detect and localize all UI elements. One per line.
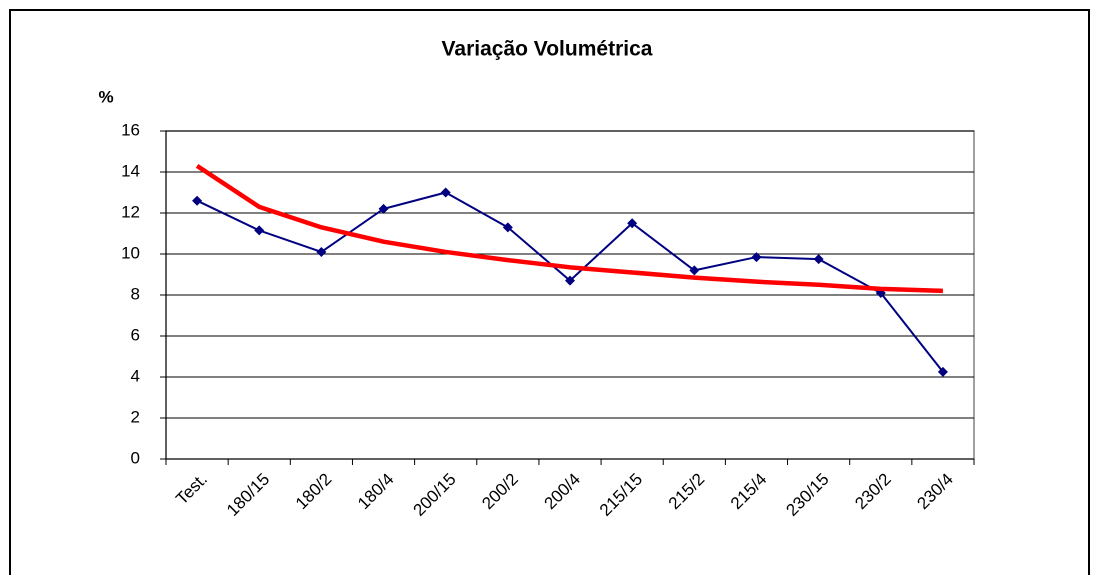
y-tick-label: 14 [121,161,140,180]
marker [813,254,824,265]
marker [502,222,513,233]
marker [689,265,700,276]
marker [440,187,451,198]
y-tick-label: 4 [131,366,140,385]
marker [565,275,575,286]
y-tick-label: 16 [121,120,140,139]
marker [937,366,948,377]
y-tick-label: 2 [131,407,140,426]
marker [751,252,762,263]
y-tick-label: 8 [131,284,140,303]
y-axis-label: % [98,87,113,106]
trend-line [195,163,943,294]
marker [192,195,203,206]
marker [627,218,638,229]
chart-title: Variação Volumétrica [442,38,653,61]
y-tick-label: 6 [131,325,140,344]
marker [378,203,389,214]
y-tick-label: 0 [131,448,140,467]
marker [316,246,327,257]
y-tick-label: 10 [121,243,140,262]
y-tick-label: 12 [121,202,140,221]
marker [254,225,265,236]
